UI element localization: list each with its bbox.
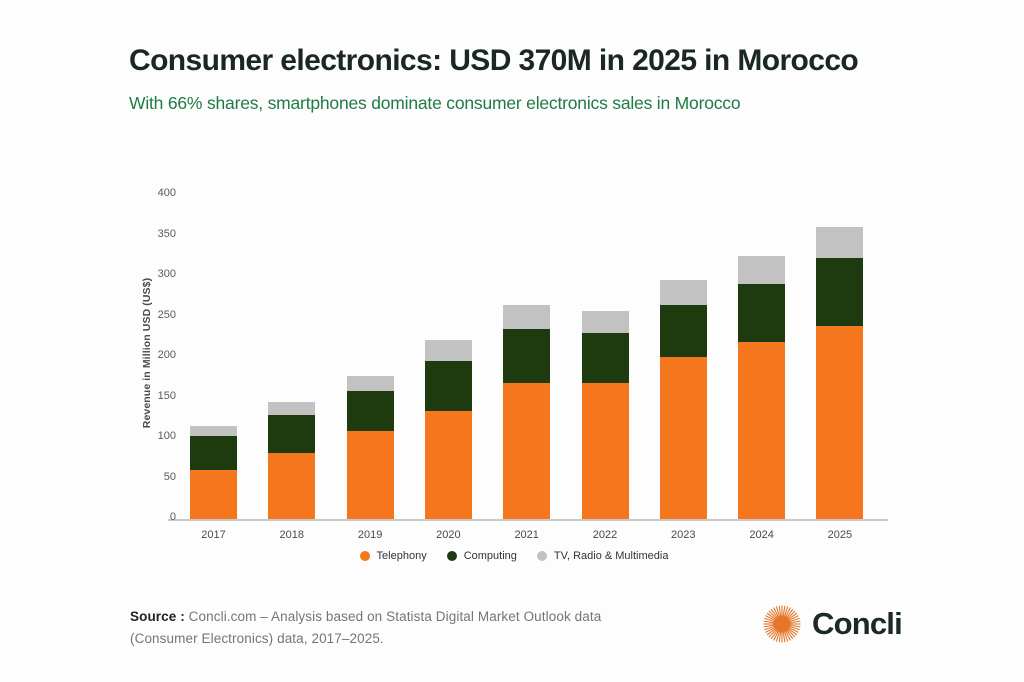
- x-tick-label: 2018: [279, 529, 305, 541]
- bar-segment-computing: [346, 391, 394, 431]
- x-tick-label: 2023: [671, 529, 696, 541]
- y-tick-label: 250: [157, 308, 176, 321]
- page-subtitle: With 66% shares, smartphones dominate co…: [129, 93, 741, 113]
- legend-item: TV, Radio & Multimedia: [536, 550, 669, 562]
- x-tick-label: 2021: [514, 529, 539, 541]
- bar-segment-computing: [503, 328, 551, 383]
- legend-dot-icon: [446, 551, 457, 561]
- bar-segment-telephony: [738, 342, 786, 519]
- y-tick-label: 0: [169, 511, 176, 523]
- legend-dot-icon: [359, 551, 370, 561]
- bar-segment-tv-radio-multimedia: [581, 310, 629, 333]
- bar-segment-telephony: [346, 430, 394, 519]
- legend-item: Computing: [446, 550, 517, 562]
- bar-2024: [738, 255, 786, 519]
- bar-segment-telephony: [190, 470, 237, 519]
- bar-segment-computing: [816, 258, 864, 327]
- bar-segment-telephony: [503, 382, 551, 519]
- bar-2017: [190, 425, 237, 519]
- bar-segment-tv-radio-multimedia: [659, 280, 707, 306]
- bar-2022: [581, 310, 629, 519]
- x-tick-label: 2024: [749, 529, 774, 541]
- bar-segment-telephony: [268, 452, 316, 519]
- bar-segment-tv-radio-multimedia: [816, 227, 864, 259]
- bar-2021: [503, 305, 551, 519]
- bar-segment-tv-radio-multimedia: [503, 305, 551, 329]
- legend-label: TV, Radio & Multimedia: [553, 550, 669, 562]
- bar-segment-telephony: [816, 326, 864, 519]
- x-tick-label: 2025: [827, 529, 853, 541]
- y-tick-label: 50: [163, 470, 176, 483]
- x-tick-label: 2020: [436, 529, 461, 541]
- bar-segment-telephony: [424, 411, 472, 519]
- x-tick-label: 2017: [201, 529, 226, 541]
- bar-2020: [424, 339, 472, 519]
- page-title: Consumer electronics: USD 370M in 2025 i…: [129, 44, 859, 77]
- bar-2019: [346, 375, 394, 519]
- x-tick-label: 2022: [592, 529, 618, 541]
- bar-segment-tv-radio-multimedia: [190, 425, 237, 437]
- bar-segment-computing: [190, 436, 237, 471]
- y-tick-label: 400: [157, 187, 176, 199]
- bar-segment-telephony: [659, 356, 707, 519]
- y-tick-label: 350: [157, 227, 176, 240]
- y-tick-label: 100: [157, 430, 176, 442]
- bar-2025: [816, 227, 864, 519]
- y-tick-label: 200: [157, 349, 176, 361]
- legend-label: Computing: [463, 550, 517, 562]
- bar-2018: [268, 402, 316, 519]
- chart-legend: Telephony Computing TV, Radio & Multimedia: [176, 550, 852, 562]
- y-tick-label: 300: [157, 268, 176, 280]
- source-note: Source : Concli.com – Analysis based on …: [130, 606, 670, 651]
- y-tick-label: 150: [157, 389, 176, 402]
- sunburst-icon: [763, 605, 801, 643]
- bar-segment-tv-radio-multimedia: [346, 375, 394, 391]
- bar-segment-tv-radio-multimedia: [424, 339, 472, 362]
- bar-segment-telephony: [581, 382, 629, 519]
- bar-segment-computing: [268, 414, 316, 453]
- source-label: Source :: [130, 609, 185, 624]
- brand-logo: Concli: [762, 603, 903, 645]
- brand-name: Concli: [812, 606, 903, 641]
- bar-segment-computing: [581, 332, 629, 383]
- bar-segment-tv-radio-multimedia: [268, 402, 316, 415]
- bar-segment-computing: [424, 361, 472, 412]
- bar-segment-tv-radio-multimedia: [738, 255, 786, 285]
- bar-segment-computing: [659, 305, 707, 357]
- source-text: Concli.com – Analysis based on Statista …: [130, 609, 602, 647]
- legend-label: Telephony: [376, 550, 427, 562]
- bar-segment-computing: [738, 284, 786, 343]
- bar-2023: [659, 280, 707, 519]
- x-tick-label: 2019: [357, 529, 383, 541]
- legend-dot-icon: [536, 551, 547, 561]
- legend-item: Telephony: [359, 550, 427, 562]
- x-axis-line: [168, 519, 888, 521]
